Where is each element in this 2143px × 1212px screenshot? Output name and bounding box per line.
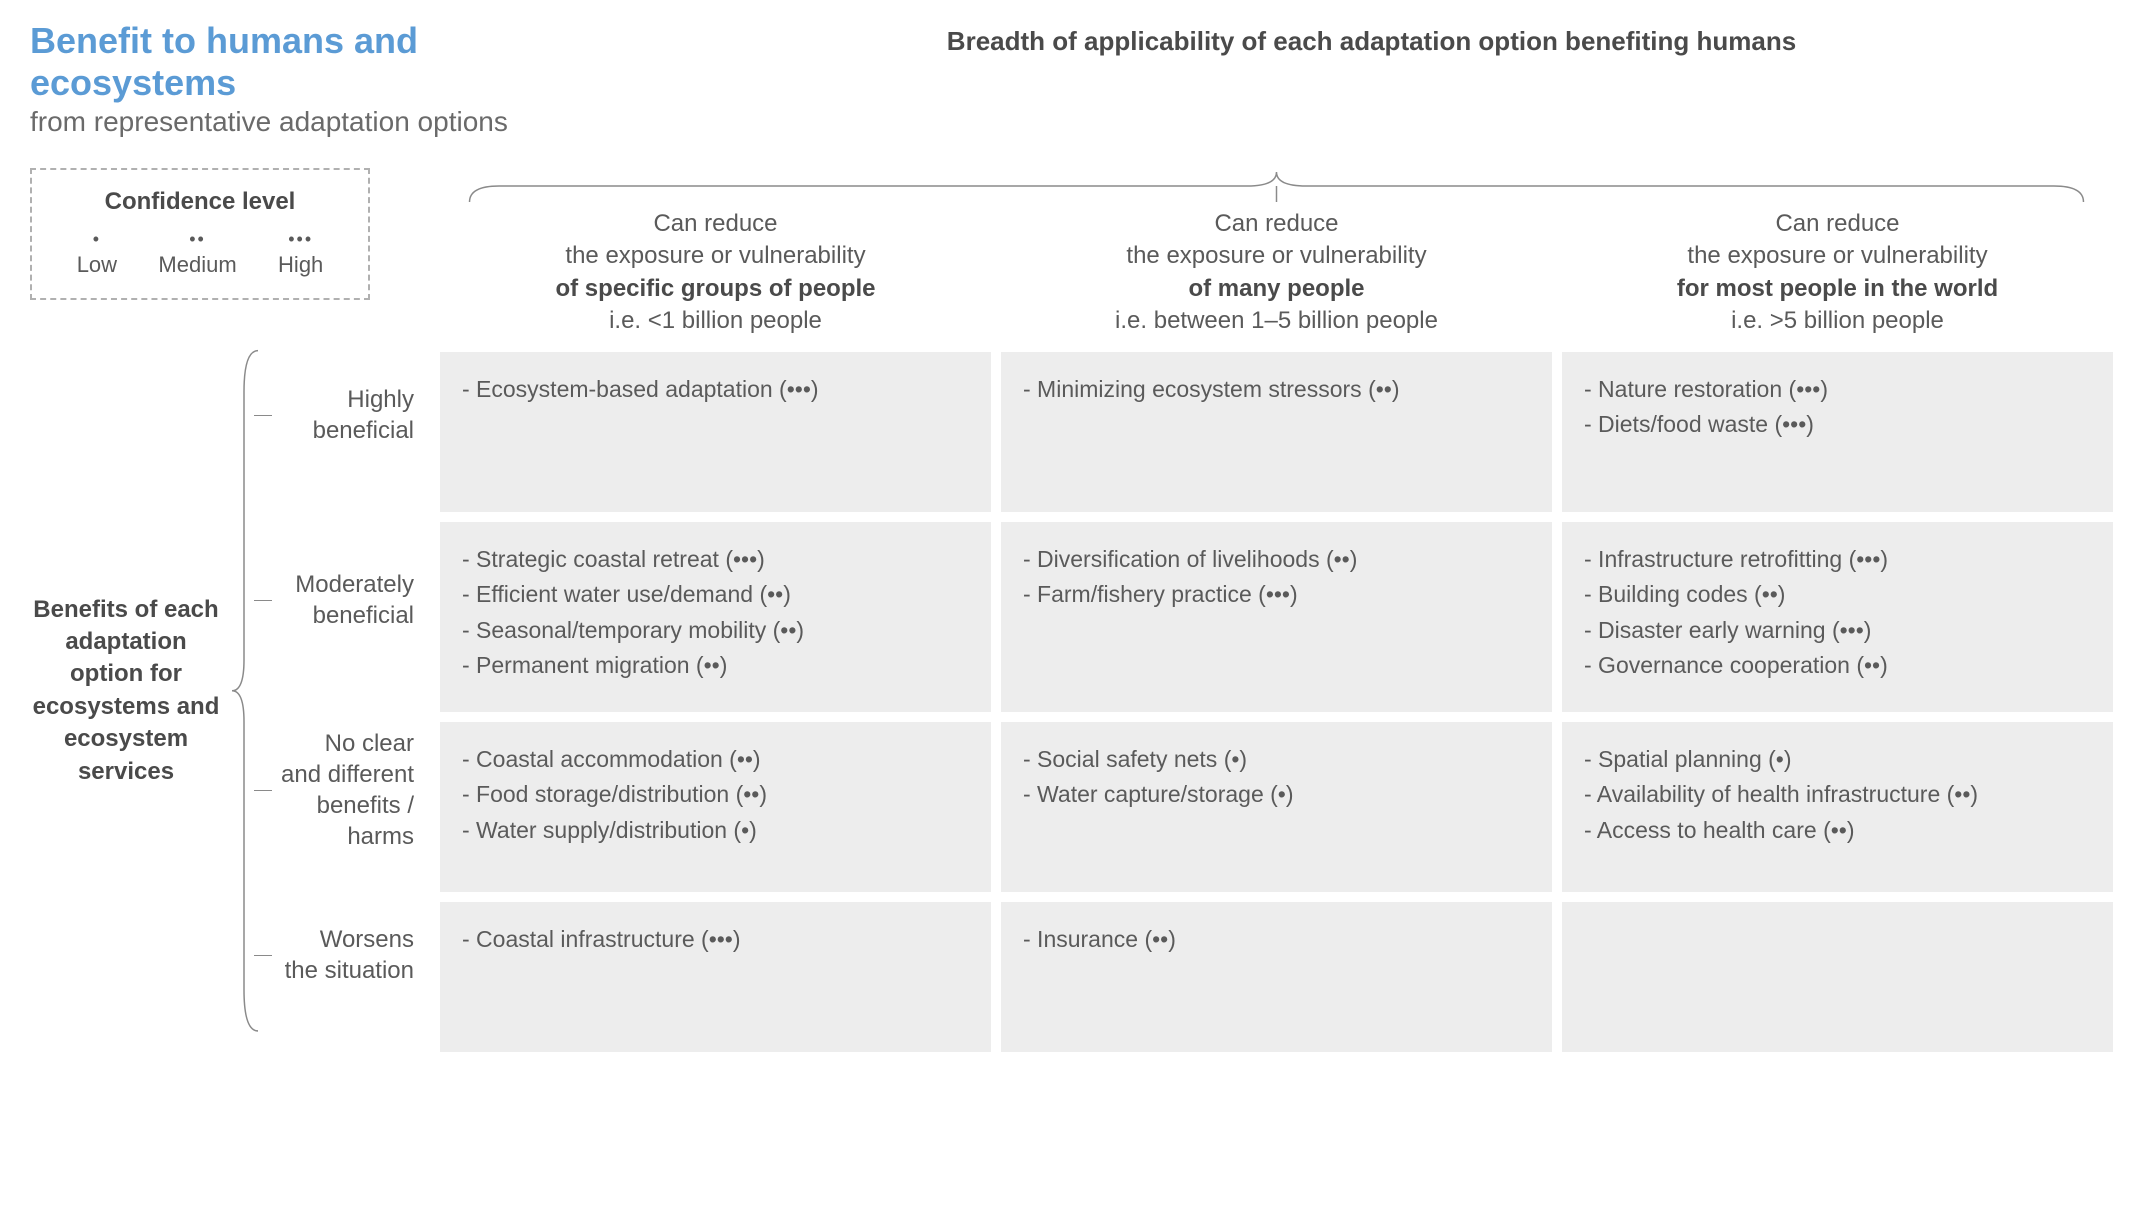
column-header-line: the exposure or vulnerability <box>450 240 981 272</box>
column-header: Can reducethe exposure or vulnerabilityf… <box>1562 208 2113 338</box>
matrix-cell: - Insurance (••) <box>1001 902 1552 1052</box>
column-header-line: the exposure or vulnerability <box>1011 240 1542 272</box>
row-label-text: Moderatelybeneficial <box>295 569 414 631</box>
column-header: Can reducethe exposure or vulnerabilityo… <box>1001 208 1552 338</box>
main-title: Benefit to humans and ecosystems <box>30 20 630 104</box>
x-axis-bracket <box>440 168 2113 204</box>
matrix-cell: - Ecosystem-based adaptation (•••) <box>440 352 991 512</box>
row-label-text: No clearand differentbenefits / harms <box>264 728 414 853</box>
cell-item: - Diets/food waste (•••) <box>1584 407 2091 443</box>
column-header-line: i.e. <1 billion people <box>450 305 981 337</box>
legend-label: Low <box>77 252 117 278</box>
legend-label: Medium <box>158 252 236 278</box>
legend-level: •• Medium <box>158 230 236 278</box>
y-axis-bracket <box>230 330 264 1052</box>
cell-item: - Minimizing ecosystem stressors (••) <box>1023 372 1530 408</box>
column-header-line: i.e. >5 billion people <box>1572 305 2103 337</box>
cell-item: - Building codes (••) <box>1584 577 2091 613</box>
cell-item: - Water capture/storage (•) <box>1023 777 1530 813</box>
y-axis-label: Benefits of each adaptation option for e… <box>30 330 230 1052</box>
matrix-cell: - Coastal accommodation (••)- Food stora… <box>440 722 991 892</box>
legend-label: High <box>278 252 323 278</box>
cell-item: - Strategic coastal retreat (•••) <box>462 542 969 578</box>
matrix-cell: - Spatial planning (•)- Availability of … <box>1562 722 2113 892</box>
cell-item: - Diversification of livelihoods (••) <box>1023 542 1530 578</box>
matrix-cell: - Infrastructure retrofitting (•••)- Bui… <box>1562 522 2113 712</box>
legend-dots: •• <box>158 230 236 248</box>
legend-level: • Low <box>77 230 117 278</box>
column-header-line: Can reduce <box>450 208 981 240</box>
cell-item: - Ecosystem-based adaptation (•••) <box>462 372 969 408</box>
column-header-bold: of many people <box>1011 273 1542 305</box>
confidence-legend: Confidence level • Low •• Medium ••• High <box>30 168 370 300</box>
cell-item: - Nature restoration (•••) <box>1584 372 2091 408</box>
cell-item: - Spatial planning (•) <box>1584 742 2091 778</box>
cell-item: - Disaster early warning (•••) <box>1584 613 2091 649</box>
cell-item: - Water supply/distribution (•) <box>462 813 969 849</box>
matrix-cell <box>1562 902 2113 1052</box>
cell-item: - Food storage/distribution (••) <box>462 777 969 813</box>
row-label: Moderatelybeneficial <box>264 500 430 700</box>
column-header-line: Can reduce <box>1011 208 1542 240</box>
cell-item: - Social safety nets (•) <box>1023 742 1530 778</box>
row-label-text: Highlybeneficial <box>313 384 414 446</box>
cell-item: - Availability of health infrastructure … <box>1584 777 2091 813</box>
legend-dots: • <box>77 230 117 248</box>
column-header-line: i.e. between 1–5 billion people <box>1011 305 1542 337</box>
cell-item: - Governance cooperation (••) <box>1584 648 2091 684</box>
legend-title: Confidence level <box>56 188 344 216</box>
subtitle: from representative adaptation options <box>30 106 630 138</box>
column-header-bold: for most people in the world <box>1572 273 2103 305</box>
cell-item: - Permanent migration (••) <box>462 648 969 684</box>
column-header-line: the exposure or vulnerability <box>1572 240 2103 272</box>
row-label: Worsensthe situation <box>264 880 430 1030</box>
matrix-cell: - Diversification of livelihoods (••)- F… <box>1001 522 1552 712</box>
cell-item: - Coastal accommodation (••) <box>462 742 969 778</box>
matrix-cell: - Strategic coastal retreat (•••)- Effic… <box>440 522 991 712</box>
matrix-cell: - Social safety nets (•)- Water capture/… <box>1001 722 1552 892</box>
cell-item: - Insurance (••) <box>1023 922 1530 958</box>
cell-item: - Access to health care (••) <box>1584 813 2091 849</box>
column-header: Can reducethe exposure or vulnerabilityo… <box>440 208 991 338</box>
cell-item: - Efficient water use/demand (••) <box>462 577 969 613</box>
row-label-text: Worsensthe situation <box>285 924 414 986</box>
matrix-cell: - Nature restoration (•••)- Diets/food w… <box>1562 352 2113 512</box>
breadth-header: Breadth of applicability of each adaptat… <box>630 26 2113 57</box>
cell-item: - Infrastructure retrofitting (•••) <box>1584 542 2091 578</box>
legend-dots: ••• <box>278 230 323 248</box>
matrix-cell: - Coastal infrastructure (•••) <box>440 902 991 1052</box>
cell-item: - Seasonal/temporary mobility (••) <box>462 613 969 649</box>
row-label: No clearand differentbenefits / harms <box>264 700 430 880</box>
cell-item: - Farm/fishery practice (•••) <box>1023 577 1530 613</box>
matrix-cell: - Minimizing ecosystem stressors (••) <box>1001 352 1552 512</box>
column-header-bold: of specific groups of people <box>450 273 981 305</box>
row-label: Highlybeneficial <box>264 330 430 500</box>
column-header-line: Can reduce <box>1572 208 2103 240</box>
cell-item: - Coastal infrastructure (•••) <box>462 922 969 958</box>
legend-level: ••• High <box>278 230 323 278</box>
